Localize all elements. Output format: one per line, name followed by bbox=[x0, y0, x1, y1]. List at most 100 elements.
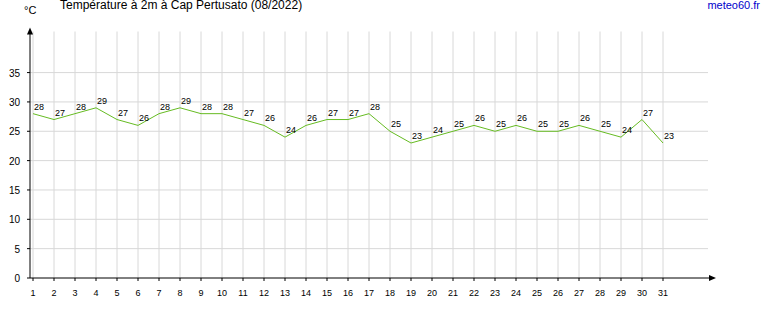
data-label: 28 bbox=[202, 102, 212, 112]
plot-area bbox=[33, 108, 663, 143]
x-tick-label: 11 bbox=[238, 288, 247, 298]
data-label: 27 bbox=[328, 108, 338, 118]
grid-line-x bbox=[306, 32, 307, 279]
data-label: 29 bbox=[181, 96, 191, 106]
x-tick-label: 26 bbox=[553, 288, 563, 298]
grid-line-x bbox=[390, 32, 391, 279]
grid-line-x bbox=[621, 32, 622, 279]
x-tick-label: 22 bbox=[469, 288, 479, 298]
grid-line-x bbox=[642, 32, 643, 279]
source: meteo60.fr bbox=[707, 0, 760, 11]
grid-line-x bbox=[411, 32, 412, 279]
data-label: 28 bbox=[160, 102, 170, 112]
grid-line-x bbox=[264, 32, 265, 279]
x-tick-label: 20 bbox=[427, 288, 437, 298]
x-tick bbox=[54, 278, 55, 281]
data-label: 25 bbox=[559, 119, 569, 129]
temperature-line bbox=[33, 108, 663, 143]
grid-line-x bbox=[348, 32, 349, 279]
y-axis-arrow bbox=[27, 28, 33, 35]
data-label: 24 bbox=[433, 125, 443, 135]
grid-line-x bbox=[558, 32, 559, 279]
x-tick bbox=[159, 278, 160, 281]
data-label: 24 bbox=[286, 125, 296, 135]
y-tick-label: 5 bbox=[14, 244, 20, 255]
x-axis bbox=[30, 278, 712, 279]
x-tick bbox=[348, 278, 349, 281]
x-tick bbox=[369, 278, 370, 281]
data-label: 27 bbox=[118, 108, 128, 118]
y-tick bbox=[27, 72, 30, 73]
x-tick bbox=[327, 278, 328, 281]
data-label: 28 bbox=[370, 102, 380, 112]
x-tick bbox=[390, 278, 391, 281]
x-tick-label: 17 bbox=[364, 288, 374, 298]
x-tick-label: 31 bbox=[658, 288, 668, 298]
x-tick bbox=[432, 278, 433, 281]
x-tick-label: 25 bbox=[532, 288, 542, 298]
grid-line-x bbox=[138, 32, 139, 279]
data-label: 26 bbox=[517, 113, 527, 123]
x-tick bbox=[285, 278, 286, 281]
grid-line-x bbox=[54, 32, 55, 279]
x-tick bbox=[75, 278, 76, 281]
data-label: 27 bbox=[55, 108, 65, 118]
grid-line-x bbox=[33, 32, 34, 279]
x-tick bbox=[96, 278, 97, 281]
x-axis-arrow bbox=[709, 275, 716, 281]
x-tick bbox=[33, 278, 34, 281]
grid-line-x bbox=[243, 32, 244, 279]
x-tick-label: 4 bbox=[93, 288, 98, 298]
grid-line-x bbox=[285, 32, 286, 279]
data-label: 28 bbox=[223, 102, 233, 112]
y-tick-label: 0 bbox=[14, 273, 20, 284]
x-tick-label: 5 bbox=[114, 288, 119, 298]
grid-line-x bbox=[516, 32, 517, 279]
x-tick-label: 23 bbox=[490, 288, 500, 298]
y-tick-label: 25 bbox=[9, 126, 21, 137]
x-tick-label: 28 bbox=[595, 288, 605, 298]
data-label: 26 bbox=[307, 113, 317, 123]
x-tick bbox=[663, 278, 664, 281]
x-tick-label: 2 bbox=[51, 288, 56, 298]
x-tick bbox=[600, 278, 601, 281]
x-tick-label: 8 bbox=[177, 288, 182, 298]
x-tick-label: 15 bbox=[322, 288, 332, 298]
x-tick bbox=[537, 278, 538, 281]
x-tick-label: 1 bbox=[30, 288, 35, 298]
data-label: 25 bbox=[538, 119, 548, 129]
grid-line-x bbox=[159, 32, 160, 279]
x-tick-label: 13 bbox=[280, 288, 290, 298]
grid-line-x bbox=[201, 32, 202, 279]
x-tick bbox=[516, 278, 517, 281]
x-tick-label: 18 bbox=[385, 288, 395, 298]
y-tick bbox=[27, 248, 30, 249]
x-tick-label: 19 bbox=[406, 288, 416, 298]
x-tick-label: 21 bbox=[448, 288, 458, 298]
data-label: 26 bbox=[580, 113, 590, 123]
x-tick bbox=[642, 278, 643, 281]
data-label: 27 bbox=[643, 108, 653, 118]
x-tick bbox=[474, 278, 475, 281]
x-tick-label: 24 bbox=[511, 288, 521, 298]
grid-line-x bbox=[537, 32, 538, 279]
x-tick bbox=[243, 278, 244, 281]
x-tick bbox=[117, 278, 118, 281]
x-tick bbox=[495, 278, 496, 281]
grid-line-x bbox=[495, 32, 496, 279]
grid-line-x bbox=[663, 32, 664, 279]
grid-line-x bbox=[369, 32, 370, 279]
y-tick-label: 20 bbox=[9, 156, 21, 167]
grid-line-x bbox=[75, 32, 76, 279]
x-tick-label: 12 bbox=[259, 288, 269, 298]
y-tick bbox=[27, 131, 30, 132]
data-label: 26 bbox=[265, 113, 275, 123]
x-tick bbox=[411, 278, 412, 281]
grid-line-x bbox=[117, 32, 118, 279]
y-tick-label: 10 bbox=[9, 214, 21, 225]
x-tick bbox=[264, 278, 265, 281]
grid-line-x bbox=[327, 32, 328, 279]
grid-line-x bbox=[432, 32, 433, 279]
x-tick bbox=[306, 278, 307, 281]
data-label: 27 bbox=[244, 108, 254, 118]
